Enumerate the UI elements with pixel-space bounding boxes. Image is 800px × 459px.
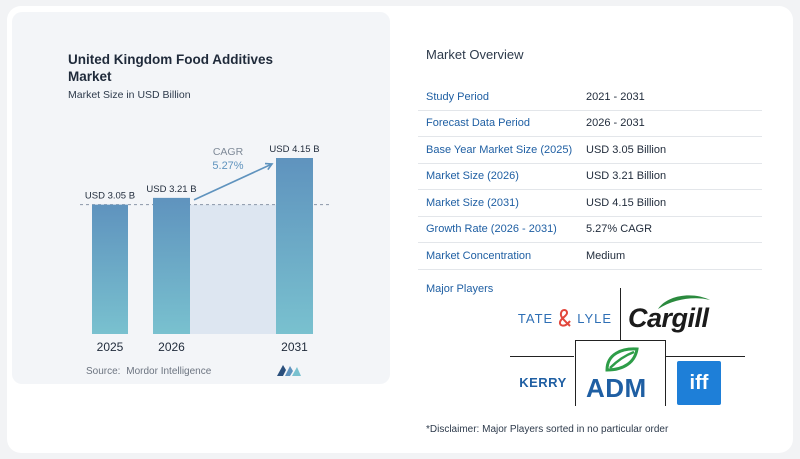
bar-value-label: USD 4.15 B	[269, 144, 319, 155]
overview-key: Forecast Data Period	[426, 117, 530, 130]
kerry-logo: KERRY	[512, 368, 574, 396]
kerry-logo-text: KERRY	[519, 374, 567, 390]
chart-source: Source: Mordor Intelligence	[86, 366, 211, 377]
cargill-logo-text: Cargill	[628, 303, 709, 333]
overview-row: Study Period 2021 - 2031	[418, 84, 762, 111]
cagr-value: 5.27%	[212, 160, 243, 172]
x-tick-label: 2031	[281, 340, 308, 354]
x-tick-label: 2026	[158, 340, 185, 354]
bar-value-label: USD 3.05 B	[85, 191, 135, 202]
overview-key: Market Size (2026)	[426, 170, 519, 183]
overview-row: Market Size (2031) USD 4.15 Billion	[418, 190, 762, 217]
bar-value-label: USD 3.21 B	[146, 184, 196, 195]
source-name: Mordor Intelligence	[126, 366, 212, 377]
overview-row: Growth Rate (2026 - 2031) 5.27% CAGR	[418, 217, 762, 243]
cagr-arrow-head	[264, 162, 274, 171]
overview-table: Study Period 2021 - 2031 Forecast Data Pe…	[418, 84, 762, 270]
overview-key: Base Year Market Size (2025)	[426, 143, 573, 156]
overview-row: Base Year Market Size (2025) USD 3.05 Bil…	[418, 137, 762, 164]
bar	[153, 197, 190, 334]
bar	[92, 204, 128, 334]
logo-divider	[620, 288, 621, 340]
mordor-logo-icon	[277, 365, 301, 376]
iff-logo-text: iff	[689, 371, 709, 394]
overview-row: Market Size (2026) USD 3.21 Billion	[418, 164, 762, 190]
iff-logo: iff	[677, 361, 721, 405]
bar-chart: USD 3.05 B 2025 USD 3.21 B 2026 USD 4.15 B 20…	[80, 144, 330, 354]
overview-row: Market Concentration Medium	[418, 243, 762, 270]
cargill-leaf-icon	[658, 295, 710, 309]
adm-logo-text: ADM	[586, 373, 647, 403]
overview-value: USD 4.15 Billion	[586, 196, 667, 209]
adm-logo: ADM	[582, 344, 660, 406]
x-tick-label: 2025	[97, 340, 124, 354]
cagr-arrow	[193, 163, 273, 201]
overview-key: Market Size (2031)	[426, 196, 519, 209]
logo-divider	[575, 340, 576, 406]
overview-row: Forecast Data Period 2026 - 2031	[418, 111, 762, 137]
cargill-logo: Cargill	[624, 290, 724, 338]
source-label: Source:	[86, 366, 121, 377]
bar	[276, 158, 313, 334]
overview-key: Market Concentration	[426, 249, 532, 262]
overview-value: 2021 - 2031	[586, 90, 645, 103]
chart-title: United Kingdom Food Additives Market	[68, 52, 273, 84]
logo-divider	[575, 340, 665, 341]
growth-band	[190, 204, 276, 334]
cagr-label: CAGR	[213, 146, 244, 158]
tate-logo-text: TATE	[517, 310, 554, 326]
overview-value: 5.27% CAGR	[586, 223, 653, 236]
overview-value: 2026 - 2031	[586, 117, 645, 130]
chart-subtitle: Market Size in USD Billion	[68, 89, 191, 101]
adm-leaf-icon	[605, 347, 639, 372]
logo-divider	[665, 340, 666, 406]
major-players-title: Major Players	[426, 283, 494, 295]
lyle-logo-text: LYLE	[577, 310, 613, 326]
logo-divider	[665, 356, 745, 357]
logo-divider	[510, 356, 574, 357]
overview-key: Study Period	[426, 90, 489, 103]
overview-key: Growth Rate (2026 - 2031)	[426, 223, 557, 236]
overview-title: Market Overview	[426, 47, 524, 62]
tate-lyle-ampersand-icon	[559, 309, 572, 327]
tate-lyle-logo: TATE LYLE	[514, 304, 616, 332]
overview-value: USD 3.21 Billion	[586, 170, 667, 183]
disclaimer: *Disclaimer: Major Players sorted in no …	[426, 424, 669, 435]
overview-value: USD 3.05 Billion	[586, 143, 667, 156]
overview-value: Medium	[586, 249, 626, 262]
